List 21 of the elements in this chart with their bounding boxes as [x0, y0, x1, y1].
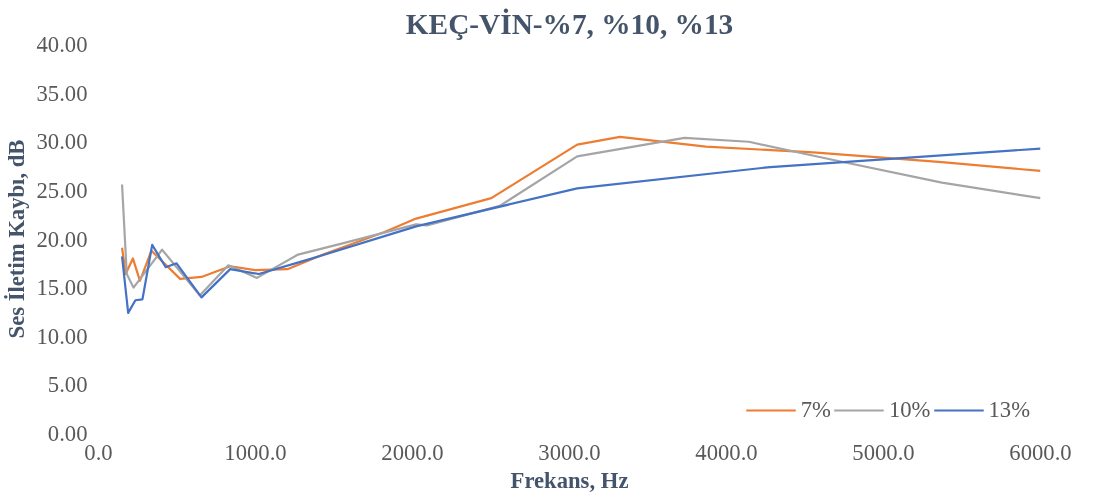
y-tick-label: 10.00	[36, 323, 88, 349]
x-tick-label: 2000.0	[381, 439, 444, 465]
y-tick-label: 5.00	[47, 372, 88, 398]
y-tick-label: 20.00	[36, 226, 88, 252]
y-axis-title: Ses İletim Kaybı, dB	[3, 139, 29, 339]
y-tick-label: 15.00	[36, 275, 88, 301]
y-tick-label: 35.00	[36, 80, 88, 106]
y-tick-label: 40.00	[36, 32, 88, 57]
x-tick-label: 4000.0	[695, 439, 758, 465]
line-series	[120, 147, 1041, 315]
legend-label: 13%	[988, 397, 1030, 423]
legend-label: 7%	[800, 397, 831, 423]
x-tick-label: 3000.0	[538, 439, 601, 465]
x-axis-title: Frekans, Hz	[510, 467, 629, 493]
chart-title: KEÇ-VİN-%7, %10, %13	[405, 7, 734, 40]
y-tick-label: 25.00	[36, 177, 88, 203]
y-tick-label: 30.00	[36, 129, 88, 155]
x-tick-label: 6000.0	[1009, 439, 1072, 465]
legend-label: 10%	[888, 397, 931, 423]
x-tick-label: 5000.0	[852, 439, 915, 465]
x-tick-label: 1000.0	[224, 439, 287, 465]
